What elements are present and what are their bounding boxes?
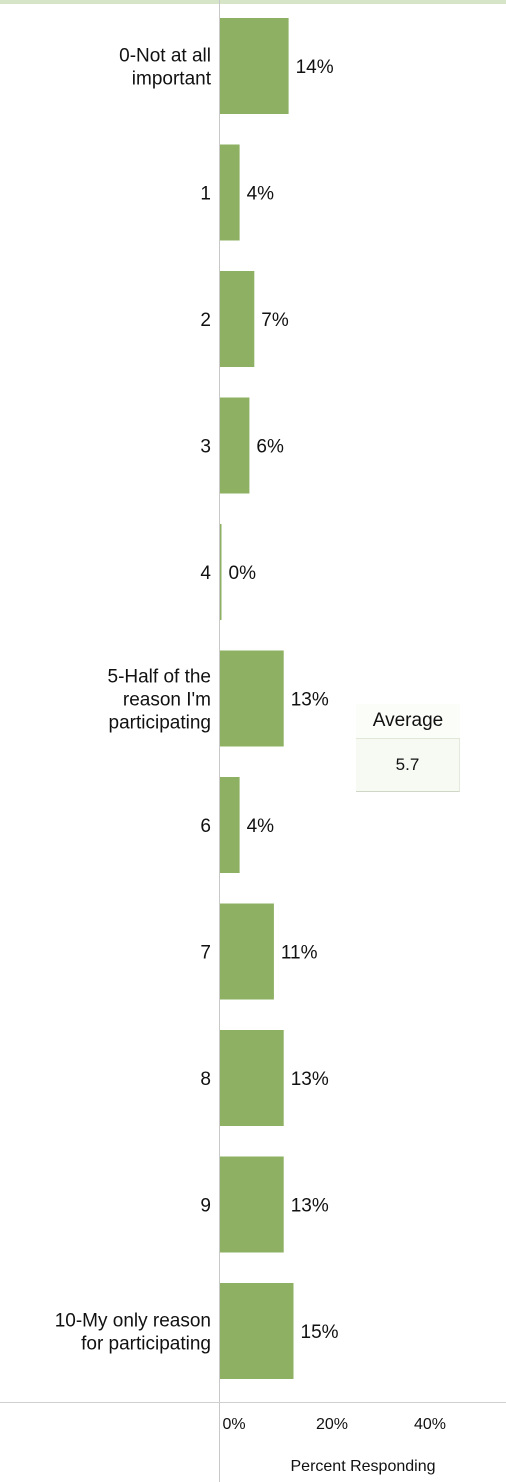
bar-8 <box>220 1030 284 1126</box>
average-value: 5.7 <box>356 739 460 792</box>
value-labels: 14% 4% 7% 6% 0% 13% 4% 11% 13% 13% 15% <box>229 57 339 1343</box>
value-label-7: 11% <box>281 943 318 964</box>
bars-layer <box>220 18 294 1379</box>
bar-7 <box>220 903 274 1000</box>
category-label-9: 9 <box>200 1196 211 1217</box>
category-label-8: 8 <box>200 1069 211 1090</box>
bar-1 <box>220 144 240 241</box>
value-label-10: 15% <box>301 1322 339 1343</box>
category-label-10: 10-My only reason for participating <box>55 1311 211 1355</box>
value-label-9: 13% <box>291 1196 329 1217</box>
bar-10 <box>220 1283 294 1379</box>
category-label-3: 3 <box>200 437 211 458</box>
value-label-2: 7% <box>261 310 289 331</box>
value-label-0: 14% <box>296 57 334 78</box>
bar-6 <box>220 777 240 873</box>
category-label-7: 7 <box>200 943 211 964</box>
value-label-3: 6% <box>256 437 284 458</box>
value-label-1: 4% <box>247 184 275 205</box>
average-summary-box: Average 5.7 <box>356 704 460 792</box>
value-label-4: 0% <box>229 563 257 584</box>
category-label-4: 4 <box>200 563 211 584</box>
bar-3 <box>220 397 250 494</box>
bar-4 <box>220 524 222 620</box>
bar-0 <box>220 18 289 114</box>
x-tick-label-0: 0% <box>222 1416 245 1433</box>
category-label-2: 2 <box>200 310 211 331</box>
bar-2 <box>220 271 255 367</box>
x-tick-label-1: 20% <box>316 1416 348 1433</box>
top-rule <box>0 0 506 4</box>
x-tick-label-2: 40% <box>414 1416 446 1433</box>
average-label: Average <box>356 704 460 739</box>
bar-9 <box>220 1156 284 1253</box>
bar-5 <box>220 650 284 747</box>
category-labels: 0-Not at all important 1 2 3 4 5-Half of the re… <box>55 46 212 1355</box>
value-label-8: 13% <box>291 1069 329 1090</box>
category-label-0: 0-Not at all important <box>119 46 212 90</box>
x-tick-labels: 0% 20% 40% <box>222 1416 446 1433</box>
category-label-1: 1 <box>200 184 211 205</box>
x-axis-title: Percent Responding <box>291 1458 436 1475</box>
category-label-6: 6 <box>200 816 211 837</box>
category-label-5: 5-Half of the reason I'm participating <box>108 667 212 734</box>
value-label-5: 13% <box>291 690 329 711</box>
value-label-6: 4% <box>247 816 275 837</box>
